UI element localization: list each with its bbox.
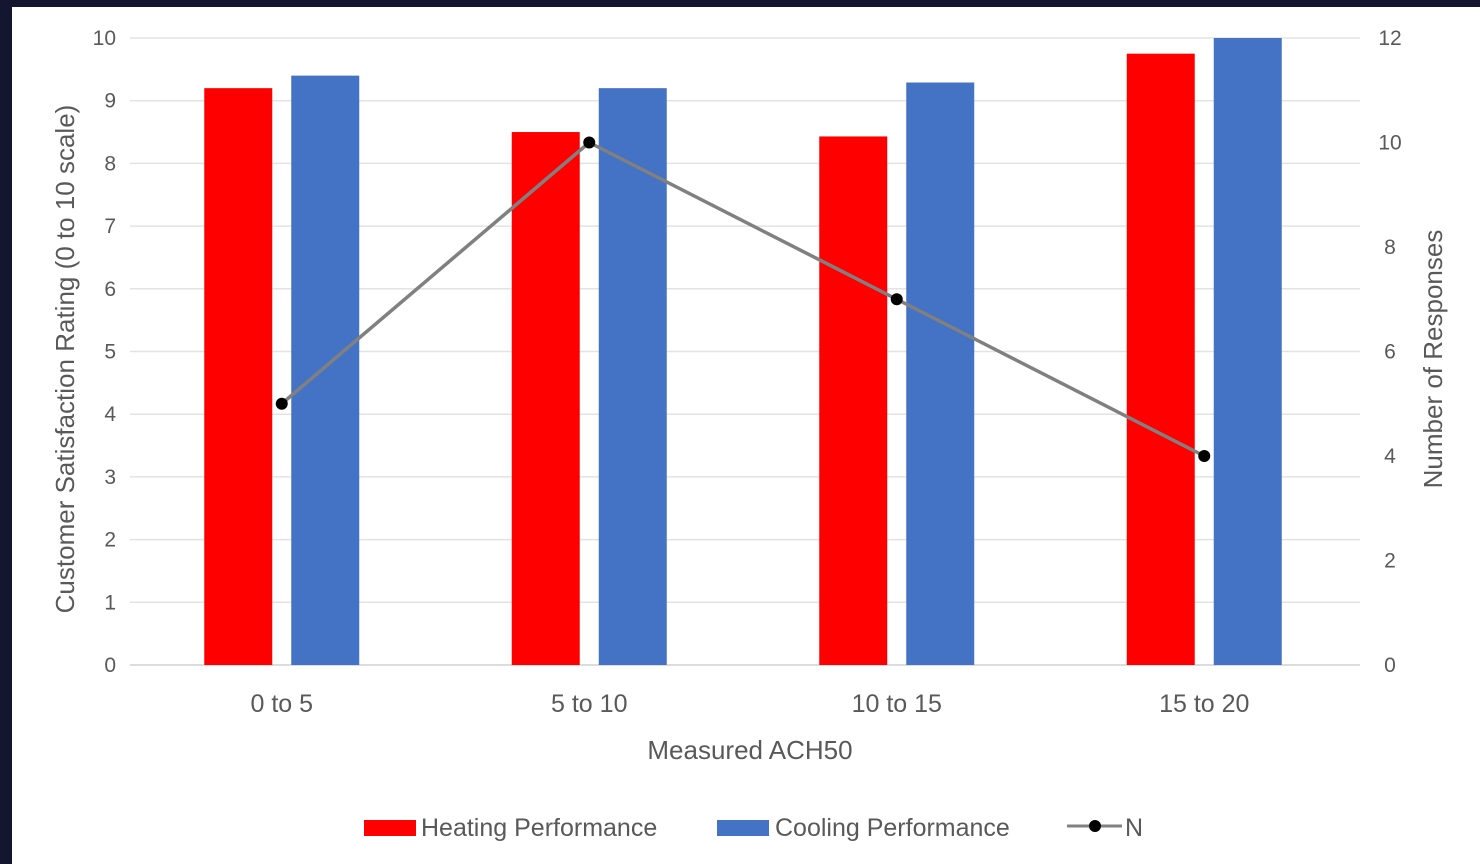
x-category-label: 0 to 5 [250,690,313,718]
y-tick-label: 10 [93,27,116,50]
point-n [890,293,903,306]
legend-swatch-heating [364,820,416,836]
point-n [583,136,596,149]
right-axis-ticks: 0 2 4 6 8 10 12 [1378,27,1401,677]
y2-tick-label: 4 [1384,445,1396,468]
bar-cooling-performance [1213,38,1282,665]
x-category-label: 15 to 20 [1159,690,1249,718]
y-tick-label: 8 [104,152,116,175]
y2-tick-label: 6 [1384,341,1396,364]
point-n [275,397,288,410]
x-axis-title: Measured ACH50 [647,735,852,765]
bar-cooling-performance [291,75,360,666]
y-tick-label: 5 [104,341,116,364]
y-tick-label: 3 [104,466,116,489]
x-category-label: 5 to 10 [551,690,627,718]
point-n [1198,450,1211,462]
y-tick-label: 2 [104,529,116,552]
bar-heating-performance [819,136,888,666]
bar-cooling-performance [598,88,667,665]
legend: Heating Performance Cooling Performance … [364,814,1143,842]
bar-heating-performance [1126,53,1195,666]
series-line-n [280,140,1206,458]
y2-tick-label: 2 [1384,550,1396,573]
y-tick-label: 0 [104,654,116,677]
legend-marker-n [1089,820,1101,832]
legend-label-heating: Heating Performance [421,814,657,842]
y2-tick-label: 8 [1384,236,1396,259]
y-tick-label: 6 [104,278,116,301]
y2-tick-label: 0 [1384,654,1396,677]
category-labels: 0 to 5 5 to 10 10 to 15 15 to 20 [250,690,1249,718]
legend-label-cooling: Cooling Performance [775,814,1010,842]
y-tick-label: 4 [104,403,116,426]
legend-swatch-cooling [717,820,769,836]
bars-group [204,38,1282,666]
y-tick-label: 1 [104,591,116,614]
bar-heating-performance [511,132,580,666]
y2-axis-title: Number of Responses [1418,230,1448,489]
n-line-group [275,136,1211,462]
y-tick-label: 9 [104,90,116,113]
y2-tick-label: 12 [1378,27,1401,50]
y-tick-label: 7 [104,215,116,238]
left-axis-ticks: 0 1 2 3 4 5 6 7 8 9 10 [93,27,117,677]
bar-heating-performance [204,88,273,665]
legend-label-n: N [1125,814,1143,842]
y2-tick-label: 10 [1378,132,1401,155]
y-axis-title: Customer Satisfaction Rating (0 to 10 sc… [50,105,80,614]
bar-cooling-performance [906,82,975,666]
x-category-label: 10 to 15 [852,690,942,718]
